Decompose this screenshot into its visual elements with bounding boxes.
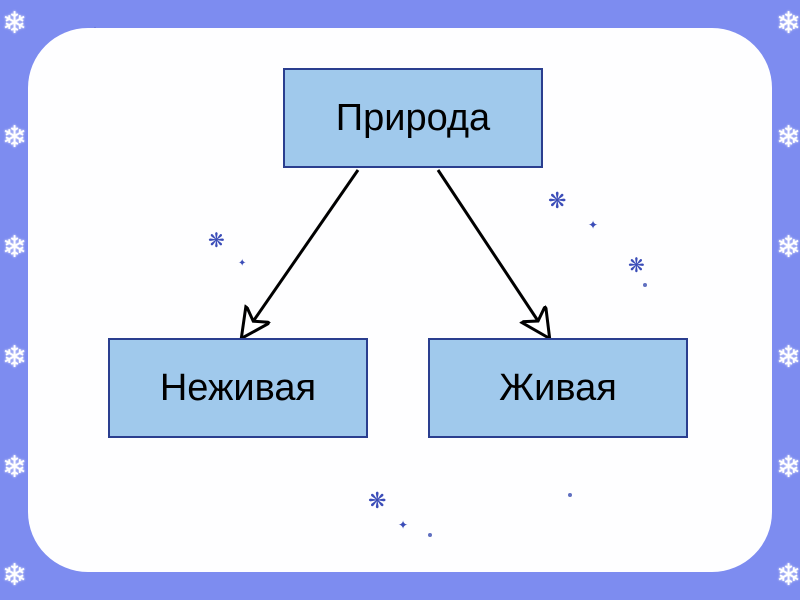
border-snowflake-icon: ❄ [776,450,800,485]
border-snowflake-icon: ❄ [2,340,27,375]
diagram-root-box: Природа [283,68,543,168]
sparkle-dot-icon [428,533,432,537]
border-snowflake-icon: ❄ [2,230,27,265]
outer-frame: ❄ ❄ ❄ ❄ ❄ ❄ ❄ ❄ ❄ ❄ ❄ ❄ ❋ ✦ ❋ ❋ ✦ ❋ ✦ ❋ … [0,0,800,600]
sparkle-icon: ✦ [588,218,598,232]
sparkle-icon: ❋ [208,228,225,253]
diagram-child-box: Неживая [108,338,368,438]
border-snowflake-icon: ❄ [2,120,27,155]
sparkle-icon: ✦ [238,258,246,269]
border-snowflake-icon: ❄ [2,450,27,485]
diagram-root-label: Природа [336,97,490,140]
border-snowflake-icon: ❄ [776,230,800,265]
border-snowflake-icon: ❄ [776,6,800,41]
sparkle-icon: ✦ [398,518,408,532]
diagram-child-label: Неживая [160,367,316,410]
diagram-child-label: Живая [499,367,617,410]
border-snowflake-icon: ❄ [2,558,27,593]
border-snowflake-icon: ❄ [776,340,800,375]
sparkle-icon: ❋ [368,488,386,514]
sparkle-dot-icon [568,493,572,497]
diagram-child-box: Живая [428,338,688,438]
content-panel: ❋ ✦ ❋ ❋ ✦ ❋ ✦ ❋ ✦ Природа Неживая [28,28,772,572]
border-snowflake-icon: ❄ [776,558,800,593]
sparkle-icon: ❋ [548,188,566,214]
border-snowflake-icon: ❄ [2,6,27,41]
sparkle-dot-icon [643,283,647,287]
sparkle-icon: ❋ [628,253,645,278]
border-snowflake-icon: ❄ [776,120,800,155]
